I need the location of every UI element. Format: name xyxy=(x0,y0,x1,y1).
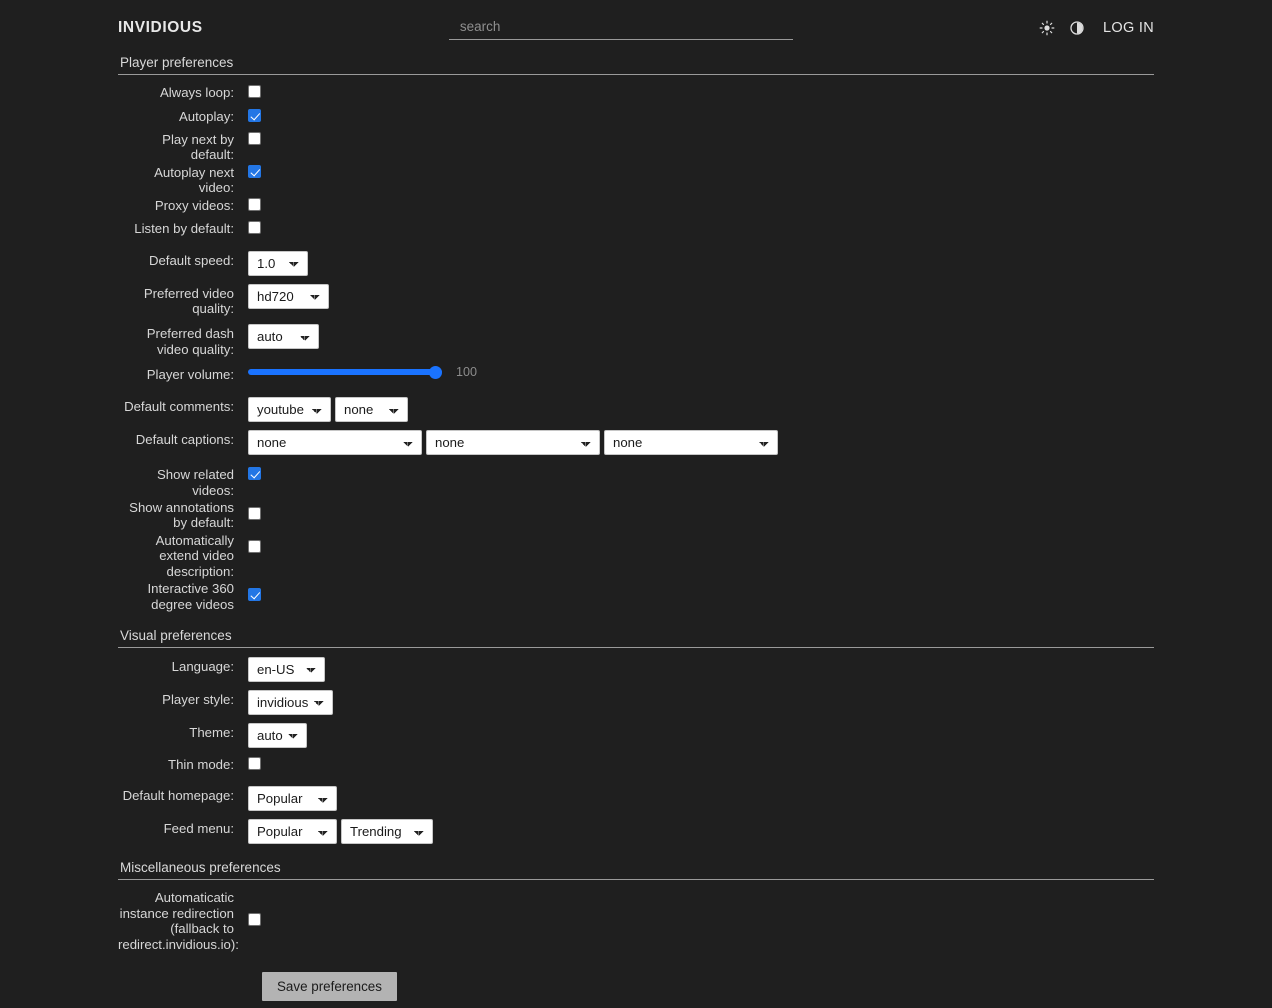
row-language: Language: en-US xyxy=(118,656,1154,682)
row-thin-mode: Thin mode: xyxy=(118,756,1154,779)
row-interactive-360-degree-videos: Interactive 360 degree videos xyxy=(118,580,1154,612)
select-default-captions-2[interactable]: none xyxy=(426,430,600,456)
label-show-annotations-by-default: Show annotations by default: xyxy=(129,500,234,531)
row-default-captions: Default captions: none none none xyxy=(118,430,1154,456)
label-interactive-360-degree-videos: Interactive 360 degree videos xyxy=(147,581,234,612)
checkbox-automatic-instance-redirection[interactable] xyxy=(248,913,261,927)
row-listen-by-default: Listen by default: xyxy=(118,220,1154,243)
row-autoplay: Autoplay: xyxy=(118,108,1154,131)
row-autoplay-next-video: Autoplay next video: xyxy=(118,164,1154,196)
label-language: Language: xyxy=(171,658,234,674)
search-input[interactable] xyxy=(448,15,793,40)
sun-icon[interactable] xyxy=(1039,20,1055,36)
label-default-homepage: Default homepage: xyxy=(122,788,234,804)
row-automatically-extend-video-description: Automatically extend video description: xyxy=(118,532,1154,579)
select-default-comments-2[interactable]: none xyxy=(335,397,408,423)
checkbox-autoplay-next-video[interactable] xyxy=(248,164,261,178)
row-preferred-dash-video-quality: Preferred dash video quality: auto xyxy=(118,324,1154,357)
label-feed-menu: Feed menu: xyxy=(163,821,234,837)
label-default-captions: Default captions: xyxy=(135,432,234,448)
row-player-volume: Player volume: 100 xyxy=(118,365,1154,389)
row-automatic-instance-redirection: Automaticatic instance redirection (fall… xyxy=(118,889,1154,952)
checkbox-show-annotations-by-default[interactable] xyxy=(248,507,261,521)
select-default-captions-1[interactable]: none xyxy=(248,430,422,456)
select-theme[interactable]: auto xyxy=(248,722,307,748)
select-default-comments-1[interactable]: youtube xyxy=(248,397,331,423)
label-default-speed: Default speed: xyxy=(148,252,234,268)
select-preferred-video-quality[interactable]: hd720 xyxy=(248,283,329,309)
save-container: Save preferences xyxy=(118,972,1154,1002)
label-theme: Theme: xyxy=(189,724,234,740)
checkbox-listen-by-default[interactable] xyxy=(248,221,261,235)
label-show-related-videos: Show related videos: xyxy=(157,467,234,498)
label-always-loop: Always loop: xyxy=(159,85,234,100)
label-preferred-dash-video-quality: Preferred dash video quality: xyxy=(146,326,234,357)
slider-player-volume[interactable] xyxy=(248,369,442,376)
label-proxy-videos: Proxy videos: xyxy=(154,197,234,213)
select-preferred-dash-video-quality[interactable]: auto xyxy=(248,324,319,350)
row-default-homepage: Default homepage: Popular xyxy=(118,786,1154,812)
label-autoplay: Autoplay: xyxy=(179,108,234,124)
label-player-style: Player style: xyxy=(162,691,234,707)
checkbox-play-next-by-default[interactable] xyxy=(248,132,261,145)
checkbox-automatically-extend-video-description[interactable] xyxy=(248,539,261,553)
preferences-form: Player preferences Always loop: Autoplay… xyxy=(0,55,1272,1002)
save-preferences-button[interactable]: Save preferences xyxy=(262,972,397,1002)
select-default-captions-3[interactable]: none xyxy=(604,430,778,456)
row-default-speed: Default speed: 1.0 xyxy=(118,250,1154,276)
section-title-player: Player preferences xyxy=(118,55,1154,75)
select-language[interactable]: en-US xyxy=(248,656,325,682)
navbar-right: LOG IN xyxy=(1039,20,1154,36)
checkbox-interactive-360-degree-videos[interactable] xyxy=(248,588,261,602)
row-show-annotations-by-default: Show annotations by default: xyxy=(118,499,1154,531)
login-link[interactable]: LOG IN xyxy=(1103,19,1154,36)
player-volume-value: 100 xyxy=(456,365,478,380)
select-default-speed[interactable]: 1.0 xyxy=(248,250,308,276)
checkbox-show-related-videos[interactable] xyxy=(248,467,261,481)
select-default-homepage[interactable]: Popular xyxy=(248,786,337,812)
footer: Released under the AGPLv3 by Omar Roth. … xyxy=(0,1001,1272,1008)
section-title-visual: Visual preferences xyxy=(118,628,1154,648)
checkbox-proxy-videos[interactable] xyxy=(248,197,261,211)
section-title-misc: Miscellaneous preferences xyxy=(118,860,1154,881)
checkbox-autoplay[interactable] xyxy=(248,108,261,122)
brand-logo[interactable]: INVIDIOUS xyxy=(118,18,203,36)
label-automatic-instance-redirection: Automaticatic instance redirection (fall… xyxy=(118,890,239,952)
select-feed-menu-2[interactable]: Trending xyxy=(341,819,433,845)
label-automatically-extend-video-description: Automatically extend video description: xyxy=(155,532,234,579)
checkbox-thin-mode[interactable] xyxy=(248,756,261,770)
label-player-volume: Player volume: xyxy=(146,367,234,383)
label-autoplay-next-video: Autoplay next video: xyxy=(154,164,234,196)
row-theme: Theme: auto xyxy=(118,722,1154,748)
select-feed-menu-1[interactable]: Popular xyxy=(248,819,337,845)
row-play-next-by-default: Play next by default: xyxy=(118,131,1154,163)
navbar: INVIDIOUS xyxy=(0,0,1272,55)
label-default-comments: Default comments: xyxy=(124,399,234,415)
label-listen-by-default: Listen by default: xyxy=(134,221,234,237)
label-play-next-by-default: Play next by default: xyxy=(162,132,234,163)
row-feed-menu: Feed menu: Popular Trending xyxy=(118,819,1154,845)
row-proxy-videos: Proxy videos: xyxy=(118,197,1154,220)
row-player-style: Player style: invidious xyxy=(118,689,1154,715)
row-show-related-videos: Show related videos: xyxy=(118,466,1154,498)
row-default-comments: Default comments: youtube none xyxy=(118,397,1154,423)
checkbox-always-loop[interactable] xyxy=(248,85,261,98)
label-preferred-video-quality: Preferred video quality: xyxy=(143,285,234,317)
row-always-loop: Always loop: xyxy=(118,84,1154,107)
select-player-style[interactable]: invidious xyxy=(248,689,333,715)
contrast-circle-icon[interactable] xyxy=(1069,20,1085,36)
label-thin-mode: Thin mode: xyxy=(168,756,234,772)
row-preferred-video-quality: Preferred video quality: hd720 xyxy=(118,283,1154,317)
search-container xyxy=(203,15,1039,40)
